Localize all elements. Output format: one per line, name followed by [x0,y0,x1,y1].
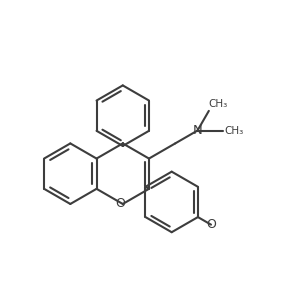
Text: O: O [115,197,125,210]
Text: CH₃: CH₃ [225,126,244,135]
Text: CH₃: CH₃ [209,99,228,109]
Text: O: O [206,218,216,231]
Text: N: N [192,124,202,137]
